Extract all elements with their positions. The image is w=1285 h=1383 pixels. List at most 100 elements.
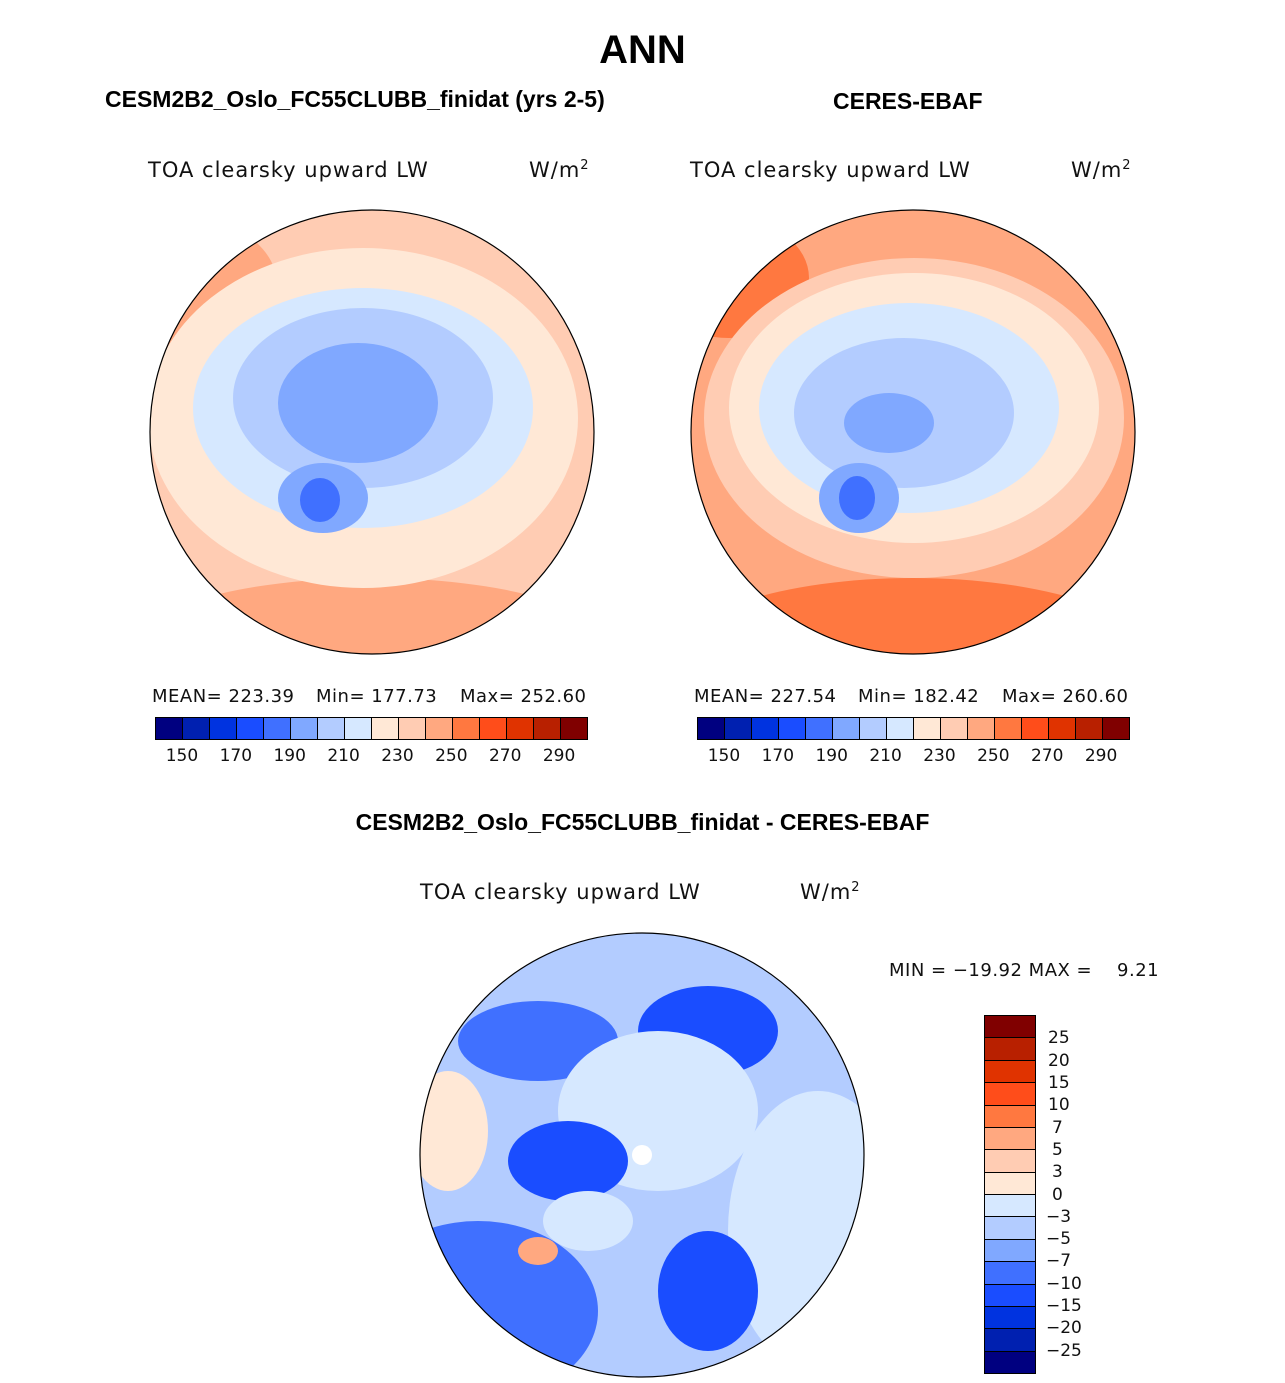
colorbar-tick-label: 190 <box>815 746 848 766</box>
colorbar-tick-label: 210 <box>869 746 902 766</box>
colorbar-box <box>399 718 426 739</box>
units-exponent: 2 <box>1122 158 1132 173</box>
colorbar-box <box>985 1060 1035 1084</box>
units-text: W/m <box>529 158 581 182</box>
colorbar-box <box>985 1150 1035 1173</box>
colorbar-box <box>237 718 264 739</box>
units-text: W/m <box>800 880 852 904</box>
colorbar-tick-label: 210 <box>327 746 360 766</box>
colorbar-tick-label: 150 <box>165 746 199 766</box>
colorbar-box <box>453 718 480 739</box>
colorbar-tick-label: 250 <box>435 746 468 766</box>
colorbar-box <box>534 718 561 739</box>
colorbar-tick-label: 10 <box>1048 1095 1070 1116</box>
colorbar-box <box>985 1239 1035 1263</box>
obs-variable-label: TOA clearsky upward LW <box>690 158 971 182</box>
colorbar-tick-label: 0 <box>1052 1184 1063 1205</box>
model-panel-title: CESM2B2_Oslo_FC55CLUBB_finidat (yrs 2-5) <box>105 86 605 112</box>
colorbar-box <box>1049 718 1076 739</box>
units-exponent: 2 <box>580 158 590 173</box>
model-mean: MEAN= 223.39 <box>152 686 295 707</box>
colorbar-tick-label: 230 <box>923 746 956 766</box>
obs-max: Max= 260.60 <box>1002 686 1129 707</box>
obs-colorbar <box>697 717 1130 740</box>
colorbar-box <box>561 718 587 739</box>
colorbar-box <box>752 718 779 739</box>
colorbar-tick-label: −25 <box>1046 1340 1082 1361</box>
obs-panel-title: CERES-EBAF <box>833 88 983 114</box>
model-colorbar <box>155 717 588 740</box>
colorbar-box <box>985 1262 1035 1285</box>
colorbar-box <box>985 1172 1035 1195</box>
colorbar-box <box>1103 718 1129 739</box>
colorbar-box <box>372 718 399 739</box>
diff-units-label: W/m2 <box>800 880 861 904</box>
colorbar-tick-label: 5 <box>1052 1139 1063 1160</box>
colorbar-box <box>779 718 806 739</box>
model-max: Max= 252.60 <box>460 686 587 707</box>
colorbar-box <box>995 718 1022 739</box>
diff-min-max: MIN = −19.92 MAX = 9.21 <box>889 960 1160 981</box>
colorbar-box <box>985 1127 1035 1151</box>
colorbar-box <box>985 1329 1035 1352</box>
colorbar-tick-label: 15 <box>1048 1072 1070 1093</box>
colorbar-tick-label: 250 <box>977 746 1010 766</box>
colorbar-tick-label: 270 <box>488 746 522 766</box>
colorbar-box <box>985 1306 1035 1330</box>
model-min: Min= 177.73 <box>316 686 438 707</box>
colorbar-tick-label: 170 <box>761 746 795 766</box>
colorbar-box <box>941 718 968 739</box>
colorbar-box <box>985 1038 1035 1061</box>
colorbar-box <box>345 718 372 739</box>
colorbar-box <box>985 1016 1035 1039</box>
figure-title: ANN <box>599 28 686 72</box>
colorbar-box <box>725 718 752 739</box>
units-text: W/m <box>1071 158 1123 182</box>
colorbar-box <box>264 718 291 739</box>
colorbar-box <box>426 718 453 739</box>
colorbar-box <box>1076 718 1103 739</box>
diff-colorbar <box>984 1015 1036 1374</box>
colorbar-box <box>887 718 914 739</box>
obs-min: Min= 182.42 <box>858 686 980 707</box>
model-polar-map <box>149 209 595 655</box>
units-exponent: 2 <box>851 880 861 895</box>
colorbar-box <box>985 1284 1035 1307</box>
colorbar-box <box>156 718 183 739</box>
colorbar-box <box>1022 718 1049 739</box>
colorbar-tick-label: 290 <box>542 746 576 766</box>
colorbar-box <box>698 718 725 739</box>
colorbar-tick-label: 290 <box>1084 746 1118 766</box>
colorbar-tick-label: 190 <box>273 746 306 766</box>
colorbar-tick-label: −20 <box>1046 1318 1082 1339</box>
colorbar-box <box>985 1083 1035 1106</box>
obs-units-label: W/m2 <box>1071 158 1132 182</box>
diff-polar-map <box>419 932 865 1378</box>
colorbar-tick-label: 170 <box>219 746 253 766</box>
colorbar-box <box>210 718 237 739</box>
colorbar-tick-label: −7 <box>1046 1251 1072 1272</box>
colorbar-box <box>318 718 345 739</box>
obs-mean: MEAN= 227.54 <box>694 686 837 707</box>
colorbar-tick-label: 230 <box>381 746 414 766</box>
colorbar-tick-label: 150 <box>707 746 741 766</box>
diff-panel-title: CESM2B2_Oslo_FC55CLUBB_finidat - CERES-E… <box>355 809 930 835</box>
colorbar-box <box>914 718 941 739</box>
diff-variable-label: TOA clearsky upward LW <box>420 880 701 904</box>
colorbar-tick-label: 25 <box>1048 1028 1070 1049</box>
obs-polar-map <box>690 209 1136 655</box>
colorbar-tick-label: −10 <box>1046 1273 1082 1294</box>
colorbar-box <box>985 1105 1035 1128</box>
colorbar-tick-label: 3 <box>1052 1162 1063 1183</box>
colorbar-box <box>968 718 995 739</box>
model-variable-label: TOA clearsky upward LW <box>148 158 429 182</box>
colorbar-tick-label: 270 <box>1030 746 1064 766</box>
colorbar-box <box>985 1195 1035 1218</box>
colorbar-box <box>806 718 833 739</box>
model-units-label: W/m2 <box>529 158 590 182</box>
colorbar-box <box>833 718 860 739</box>
colorbar-box <box>291 718 318 739</box>
colorbar-tick-label: 7 <box>1052 1117 1063 1138</box>
colorbar-tick-label: −15 <box>1046 1296 1082 1317</box>
